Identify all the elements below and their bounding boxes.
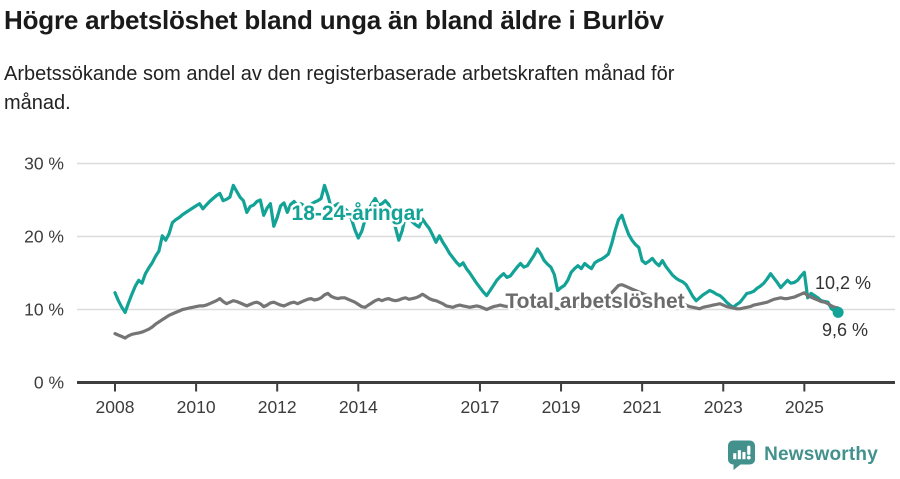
page-title: Högre arbetslöshet bland unga än bland ä… [4, 5, 664, 35]
series-end-value-label: 10,2 % [815, 273, 871, 293]
y-tick-label: 30 % [24, 154, 64, 174]
brand-logo: Newsworthy [727, 440, 878, 470]
x-tick-label: 2014 [339, 397, 378, 417]
subtitle-line-1: Arbetssökande som andel av den registerb… [4, 63, 675, 85]
x-tick-label: 2021 [623, 397, 662, 417]
series-line-youth [113, 183, 840, 314]
x-tick-label: 2019 [542, 397, 581, 417]
x-tick-label: 2025 [785, 397, 824, 417]
x-tick-label: 2012 [258, 397, 297, 417]
series-end-dot [832, 306, 844, 318]
series-line-total [113, 283, 840, 340]
y-tick-label: 20 % [24, 227, 64, 247]
x-tick-label: 2023 [704, 397, 743, 417]
series-end-value-label: 9,6 % [822, 320, 868, 340]
x-tick-label: 2010 [177, 397, 216, 417]
subtitle-line-2: månad. [4, 92, 71, 114]
x-tick-label: 2017 [460, 397, 499, 417]
chart-subtitle: Arbetssökande som andel av den registerb… [4, 60, 674, 118]
x-tick-label: 2008 [96, 397, 135, 417]
brand-name: Newsworthy [764, 444, 878, 465]
newsworthy-bubble-bar-chart-icon [728, 440, 756, 470]
y-tick-label: 10 % [24, 300, 64, 320]
y-tick-label: 0 % [34, 373, 64, 393]
series-label: 18-24-åringar [292, 202, 424, 225]
series-label: Total arbetslöshet [505, 290, 684, 313]
